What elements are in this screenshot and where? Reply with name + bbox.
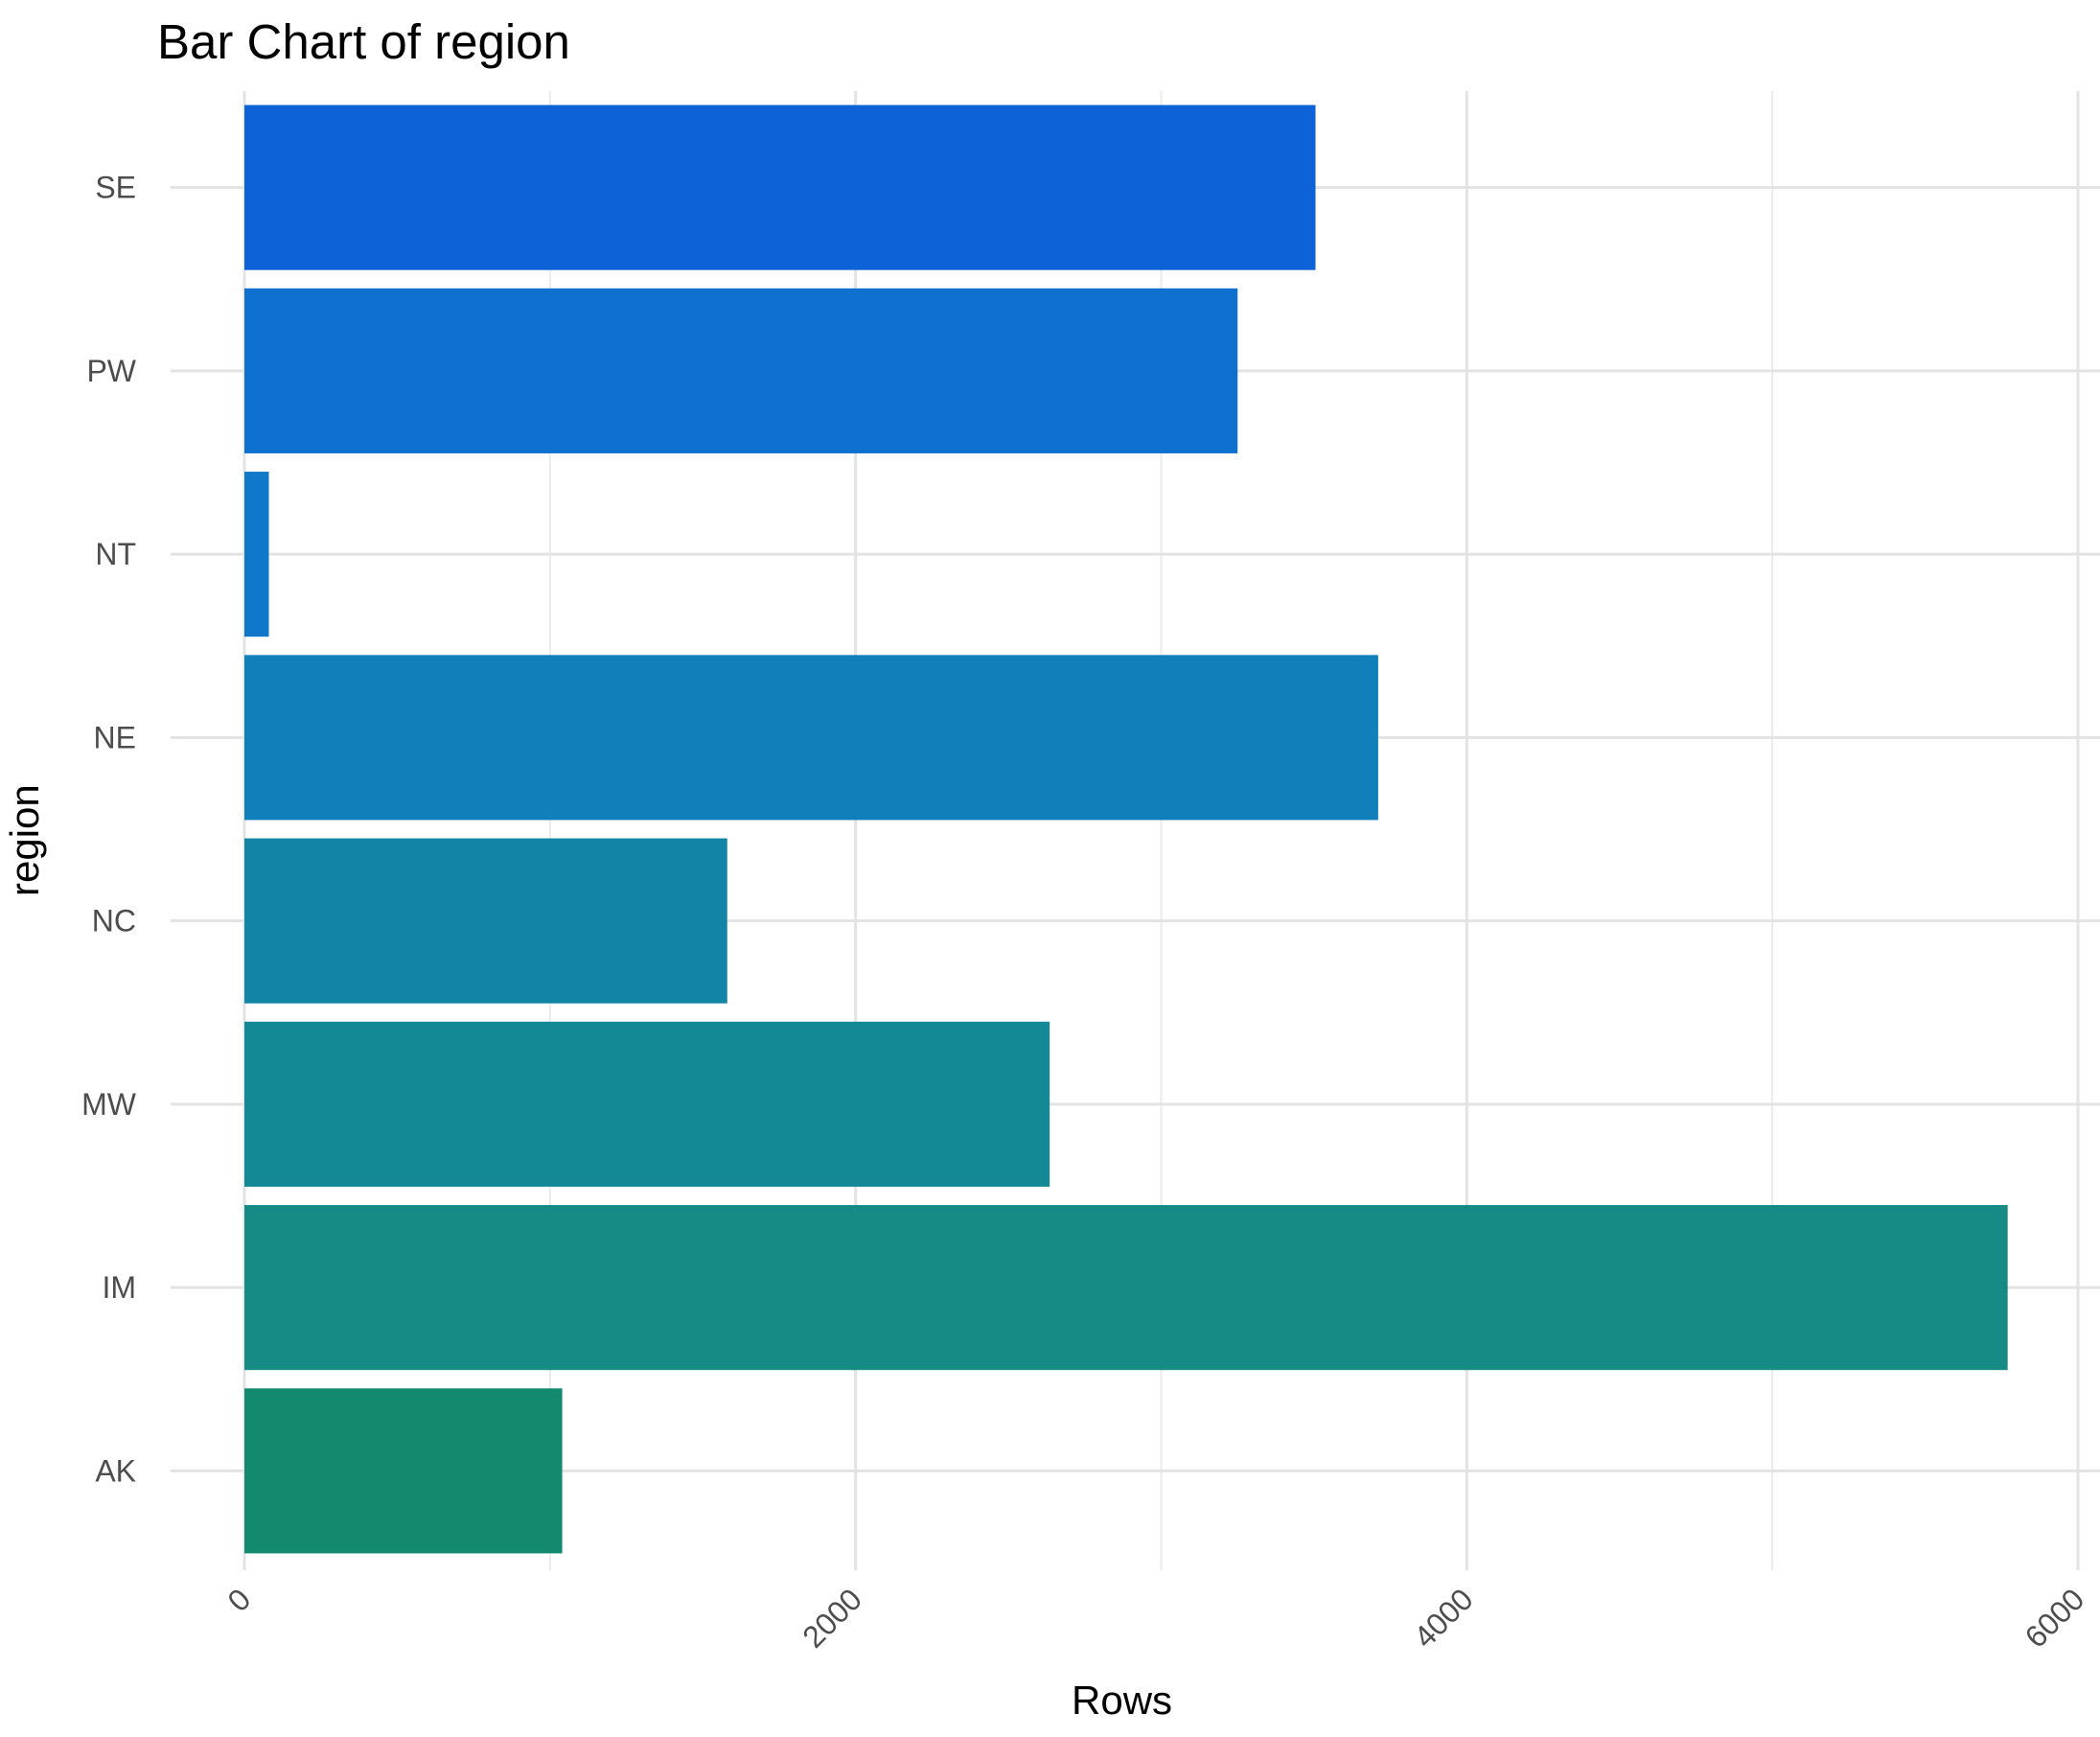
- bar-im: [244, 1205, 2008, 1371]
- chart-title: Bar Chart of region: [157, 14, 570, 69]
- bar-pw: [244, 288, 1238, 453]
- y-tick-label-pw: PW: [86, 354, 136, 388]
- y-tick-label-nt: NT: [95, 537, 136, 571]
- y-tick-label-se: SE: [95, 171, 136, 205]
- bar-ne: [244, 655, 1378, 821]
- y-tick-label-im: IM: [102, 1270, 136, 1305]
- bar-ak: [244, 1388, 563, 1554]
- y-tick-label-mw: MW: [81, 1087, 137, 1122]
- x-tick-label: 2000: [796, 1582, 868, 1655]
- x-tick-label: 4000: [1407, 1582, 1480, 1655]
- bar-nc: [244, 838, 727, 1004]
- y-tick-label-ne: NE: [94, 720, 136, 754]
- y-tick-label-nc: NC: [92, 904, 136, 938]
- x-tick-label: 6000: [2019, 1582, 2091, 1655]
- bar-mw: [244, 1021, 1050, 1187]
- bar-se: [244, 104, 1316, 270]
- x-tick-label: 0: [220, 1582, 257, 1618]
- bar-nt: [244, 472, 269, 637]
- x-axis-title: Rows: [1072, 1678, 1173, 1723]
- y-tick-label-ak: AK: [95, 1453, 136, 1488]
